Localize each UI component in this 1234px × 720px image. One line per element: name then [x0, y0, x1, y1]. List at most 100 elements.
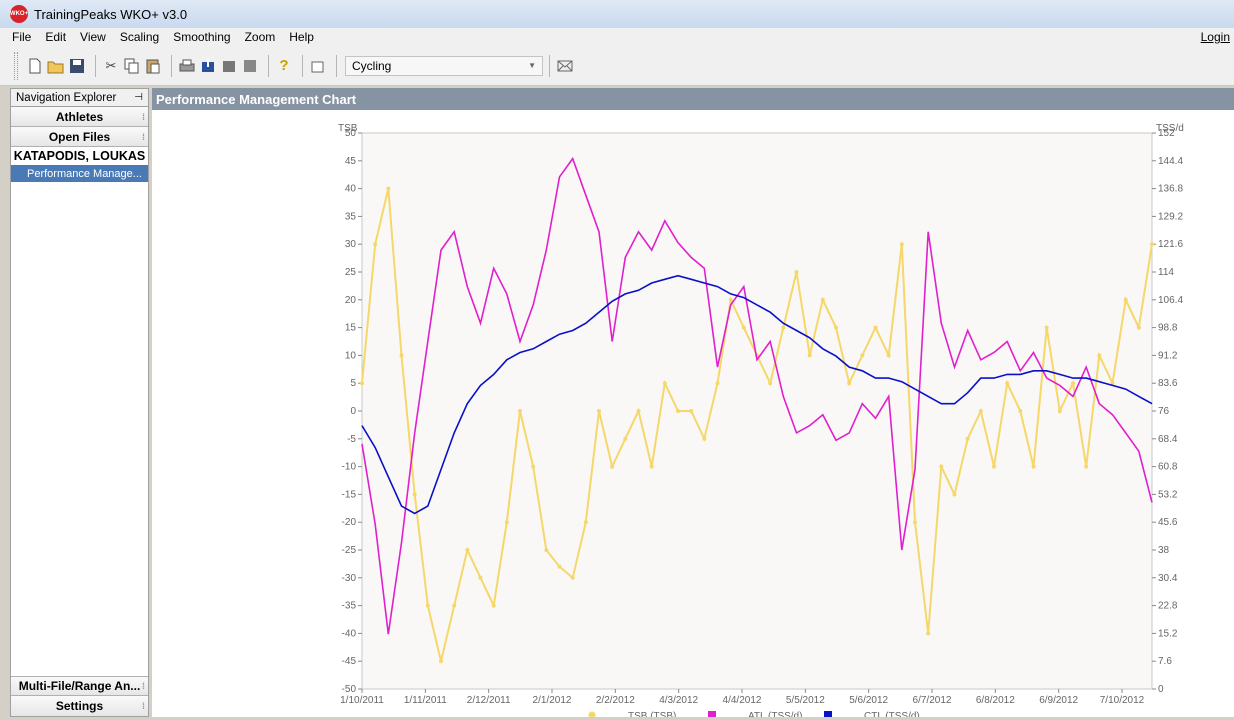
y-left-tick-label: -35	[342, 601, 357, 612]
y-left-tick-label: 35	[345, 211, 357, 222]
open-file-item[interactable]: Performance Manage...	[11, 165, 148, 182]
menu-file[interactable]: File	[12, 30, 32, 44]
toolbar-separator	[171, 54, 172, 77]
tsb-point	[465, 548, 470, 552]
mail-icon[interactable]	[556, 57, 574, 75]
app-logo: WKO+	[10, 5, 28, 23]
help-icon[interactable]: ?	[279, 57, 289, 74]
title-bar: WKO+ TrainingPeaks WKO+ v3.0	[0, 0, 1234, 28]
new-file-icon[interactable]	[26, 57, 44, 75]
x-tick-label: 2/12/2011	[467, 695, 511, 706]
tsb-point	[386, 186, 391, 191]
tsb-point	[478, 575, 483, 580]
y-left-tick-label: -5	[347, 434, 356, 445]
paste-icon[interactable]	[144, 57, 162, 75]
x-tick-label: 1/11/2011	[404, 695, 447, 706]
y-left-tick-label: -10	[342, 462, 357, 473]
tsb-point	[715, 381, 720, 386]
sport-select[interactable]: Cycling ▼	[345, 55, 543, 76]
tsb-point	[807, 353, 812, 358]
tsb-point	[544, 548, 549, 552]
save-icon[interactable]	[68, 57, 86, 75]
menu-help[interactable]: Help	[289, 30, 314, 44]
stop-icon[interactable]	[241, 57, 259, 75]
tsb-point	[939, 464, 944, 469]
toolbar-grip[interactable]	[14, 51, 18, 80]
tsb-point	[899, 242, 904, 247]
multi-file-section[interactable]: Multi-File/Range An... ⁞	[11, 676, 148, 696]
tsb-point	[860, 353, 865, 358]
legend-marker-tsb	[588, 711, 596, 719]
x-tick-label: 4/4/2012	[723, 695, 762, 706]
cut-icon[interactable]: ✂	[105, 57, 117, 73]
tsb-point	[1110, 381, 1115, 386]
y-left-tick-label: -15	[342, 489, 357, 500]
tsb-point	[373, 242, 378, 247]
tsb-point	[676, 409, 680, 413]
tsb-point	[965, 436, 970, 441]
performance-management-chart[interactable]: 50454035302520151050-5-10-15-20-25-30-35…	[152, 111, 1234, 720]
y-right-tick-label: 106.4	[1158, 295, 1183, 306]
tsb-point	[1150, 242, 1154, 247]
tsb-point	[412, 492, 417, 497]
y-right-tick-label: 53.2	[1158, 489, 1178, 500]
tsb-point	[1084, 464, 1089, 469]
multi-file-section-label: Multi-File/Range An...	[18, 679, 141, 693]
y-left-tick-label: -20	[342, 517, 357, 528]
print-icon[interactable]	[178, 57, 196, 75]
y-left-tick-label: -30	[342, 573, 357, 584]
tsb-point	[439, 659, 443, 664]
navigation-explorer-header: Navigation Explorer ⊣	[11, 89, 148, 107]
x-tick-label: 6/8/2012	[976, 695, 1015, 706]
panel-title: Performance Management Chart	[156, 91, 357, 107]
y-right-tick-label: 38	[1158, 545, 1170, 556]
y-right-tick-label: 114	[1158, 267, 1174, 278]
tsb-point	[952, 492, 957, 497]
tsb-point	[360, 381, 364, 386]
device-icon[interactable]	[220, 57, 238, 75]
y-right-tick-label: 98.8	[1158, 323, 1178, 334]
copy-icon[interactable]	[123, 57, 141, 75]
tsb-point	[557, 564, 562, 569]
tsb-point	[425, 603, 430, 608]
menu-scaling[interactable]: Scaling	[119, 30, 160, 44]
new-chart-icon[interactable]	[309, 57, 327, 75]
tsb-point	[689, 409, 694, 413]
series-line-atl	[361, 156, 1153, 635]
pin-icon[interactable]: ⊣	[134, 92, 143, 103]
tsb-point	[1123, 297, 1128, 302]
tsb-point	[570, 575, 575, 580]
y-left-tick-label: -45	[342, 656, 357, 667]
tsb-point	[847, 381, 852, 386]
y-left-tick-label: 15	[345, 323, 357, 334]
toolbar-separator	[336, 54, 337, 77]
import-icon[interactable]	[199, 57, 217, 75]
y-right-tick-label: 15.2	[1158, 628, 1178, 639]
y-left-tick-label: 50	[345, 128, 357, 139]
settings-section[interactable]: Settings ⁞	[11, 696, 148, 716]
menu-view[interactable]: View	[80, 30, 106, 44]
tsb-point	[597, 409, 601, 413]
open-folder-icon[interactable]	[47, 57, 65, 75]
x-tick-label: 5/5/2012	[786, 695, 825, 706]
y-right-tick-label: 0	[1158, 684, 1164, 695]
open-files-section[interactable]: Open Files ⁞	[11, 127, 148, 147]
y-left-tick-label: 5	[350, 378, 356, 389]
toolbar-separator	[95, 54, 96, 77]
toolbar-separator	[268, 54, 269, 77]
y-right-tick-label: 22.8	[1158, 601, 1178, 612]
grip-icon: ⁞	[142, 131, 145, 142]
login-link[interactable]: Login	[1200, 30, 1230, 44]
menu-edit[interactable]: Edit	[45, 30, 67, 44]
grip-icon: ⁞	[142, 111, 145, 122]
menu-zoom[interactable]: Zoom	[244, 30, 276, 44]
grip-icon: ⁞	[142, 681, 145, 691]
y-left-tick-label: 0	[350, 406, 356, 417]
navigation-explorer-title: Navigation Explorer	[16, 91, 117, 104]
y-left-tick-label: 10	[345, 350, 357, 361]
menu-smoothing[interactable]: Smoothing	[173, 30, 231, 44]
athletes-section[interactable]: Athletes ⁞	[11, 107, 148, 127]
tsb-point	[1031, 464, 1036, 469]
athlete-name[interactable]: KATAPODIS, LOUKAS	[13, 149, 146, 163]
tsb-point	[781, 325, 786, 330]
